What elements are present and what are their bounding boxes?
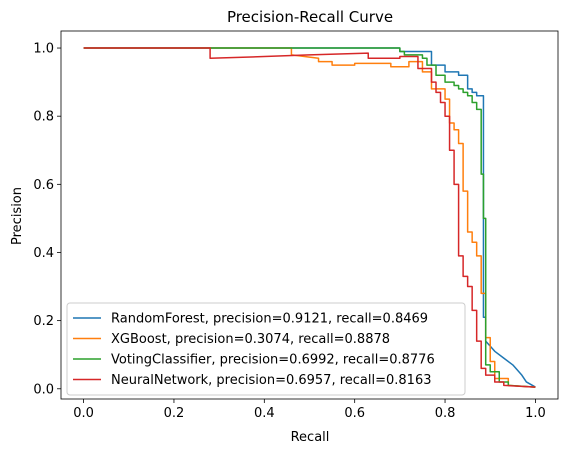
y-tick-label: 1.0 bbox=[33, 42, 54, 57]
legend-label-1: XGBoost, precision=0.3074, recall=0.8878 bbox=[111, 332, 390, 347]
legend-label-2: VotingClassifier, precision=0.6992, reca… bbox=[111, 353, 435, 368]
y-axis-ticks: 0.0 0.2 0.4 0.6 0.8 1.0 bbox=[33, 42, 61, 397]
series-line-2 bbox=[83, 47, 536, 388]
series-line-3 bbox=[83, 47, 536, 388]
y-tick-label: 0.4 bbox=[33, 246, 54, 261]
legend-label-3: NeuralNetwork, precision=0.6957, recall=… bbox=[111, 373, 432, 388]
plot-area bbox=[60, 30, 559, 400]
y-tick-label: 0.0 bbox=[33, 382, 54, 397]
y-tick-label: 0.6 bbox=[33, 178, 54, 193]
x-tick-label: 0.4 bbox=[254, 406, 275, 421]
axes-frame bbox=[60, 30, 559, 400]
legend: RandomForest, precision=0.9121, recall=0… bbox=[66, 302, 466, 396]
series-lines bbox=[83, 47, 536, 388]
x-tick-label: 1.0 bbox=[525, 406, 546, 421]
chart-title: Precision-Recall Curve bbox=[227, 8, 393, 26]
y-axis-label: Precision bbox=[10, 187, 25, 245]
legend-box bbox=[66, 302, 466, 396]
x-axis-label: Recall bbox=[291, 430, 330, 445]
x-tick-label: 0.2 bbox=[164, 406, 185, 421]
x-axis-ticks: 0.0 0.2 0.4 0.6 0.8 1.0 bbox=[73, 399, 546, 421]
x-tick-label: 0.0 bbox=[73, 406, 94, 421]
x-tick-label: 0.6 bbox=[344, 406, 365, 421]
y-tick-label: 0.8 bbox=[33, 110, 54, 125]
y-tick-label: 0.2 bbox=[33, 314, 54, 329]
legend-label-0: RandomForest, precision=0.9121, recall=0… bbox=[111, 312, 428, 327]
x-tick-label: 0.8 bbox=[435, 406, 456, 421]
